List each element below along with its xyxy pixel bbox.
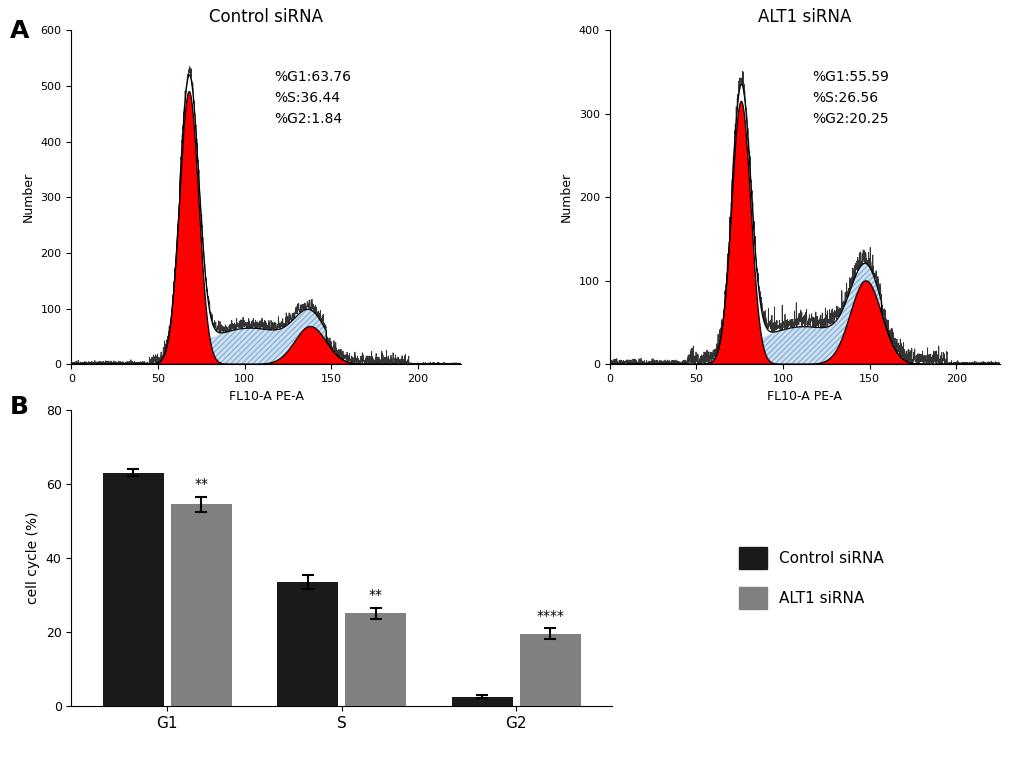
Title: ALT1 siRNA: ALT1 siRNA [757, 8, 851, 26]
Text: **: ** [368, 588, 382, 603]
Bar [170, 504, 231, 706]
X-axis label: FL10-A PE-A: FL10-A PE-A [766, 389, 842, 402]
Y-axis label: Number: Number [22, 172, 35, 222]
Text: B: B [10, 395, 30, 419]
Text: %G1:63.76
%S:36.44
%G2:1.84: %G1:63.76 %S:36.44 %G2:1.84 [274, 71, 351, 126]
Y-axis label: cell cycle (%): cell cycle (%) [26, 512, 40, 604]
Bar [519, 634, 580, 706]
Text: A: A [10, 19, 30, 43]
Bar [344, 613, 406, 706]
X-axis label: FL10-A PE-A: FL10-A PE-A [228, 389, 304, 402]
Bar [103, 473, 164, 706]
Bar [451, 697, 513, 706]
Text: %G1:55.59
%S:26.56
%G2:20.25: %G1:55.59 %S:26.56 %G2:20.25 [811, 71, 889, 126]
Y-axis label: Number: Number [559, 172, 573, 222]
Title: Control siRNA: Control siRNA [209, 8, 323, 26]
Legend: Control siRNA, ALT1 siRNA: Control siRNA, ALT1 siRNA [733, 541, 890, 615]
Bar [277, 582, 338, 706]
Text: **: ** [195, 477, 208, 491]
Text: ****: **** [536, 609, 564, 622]
